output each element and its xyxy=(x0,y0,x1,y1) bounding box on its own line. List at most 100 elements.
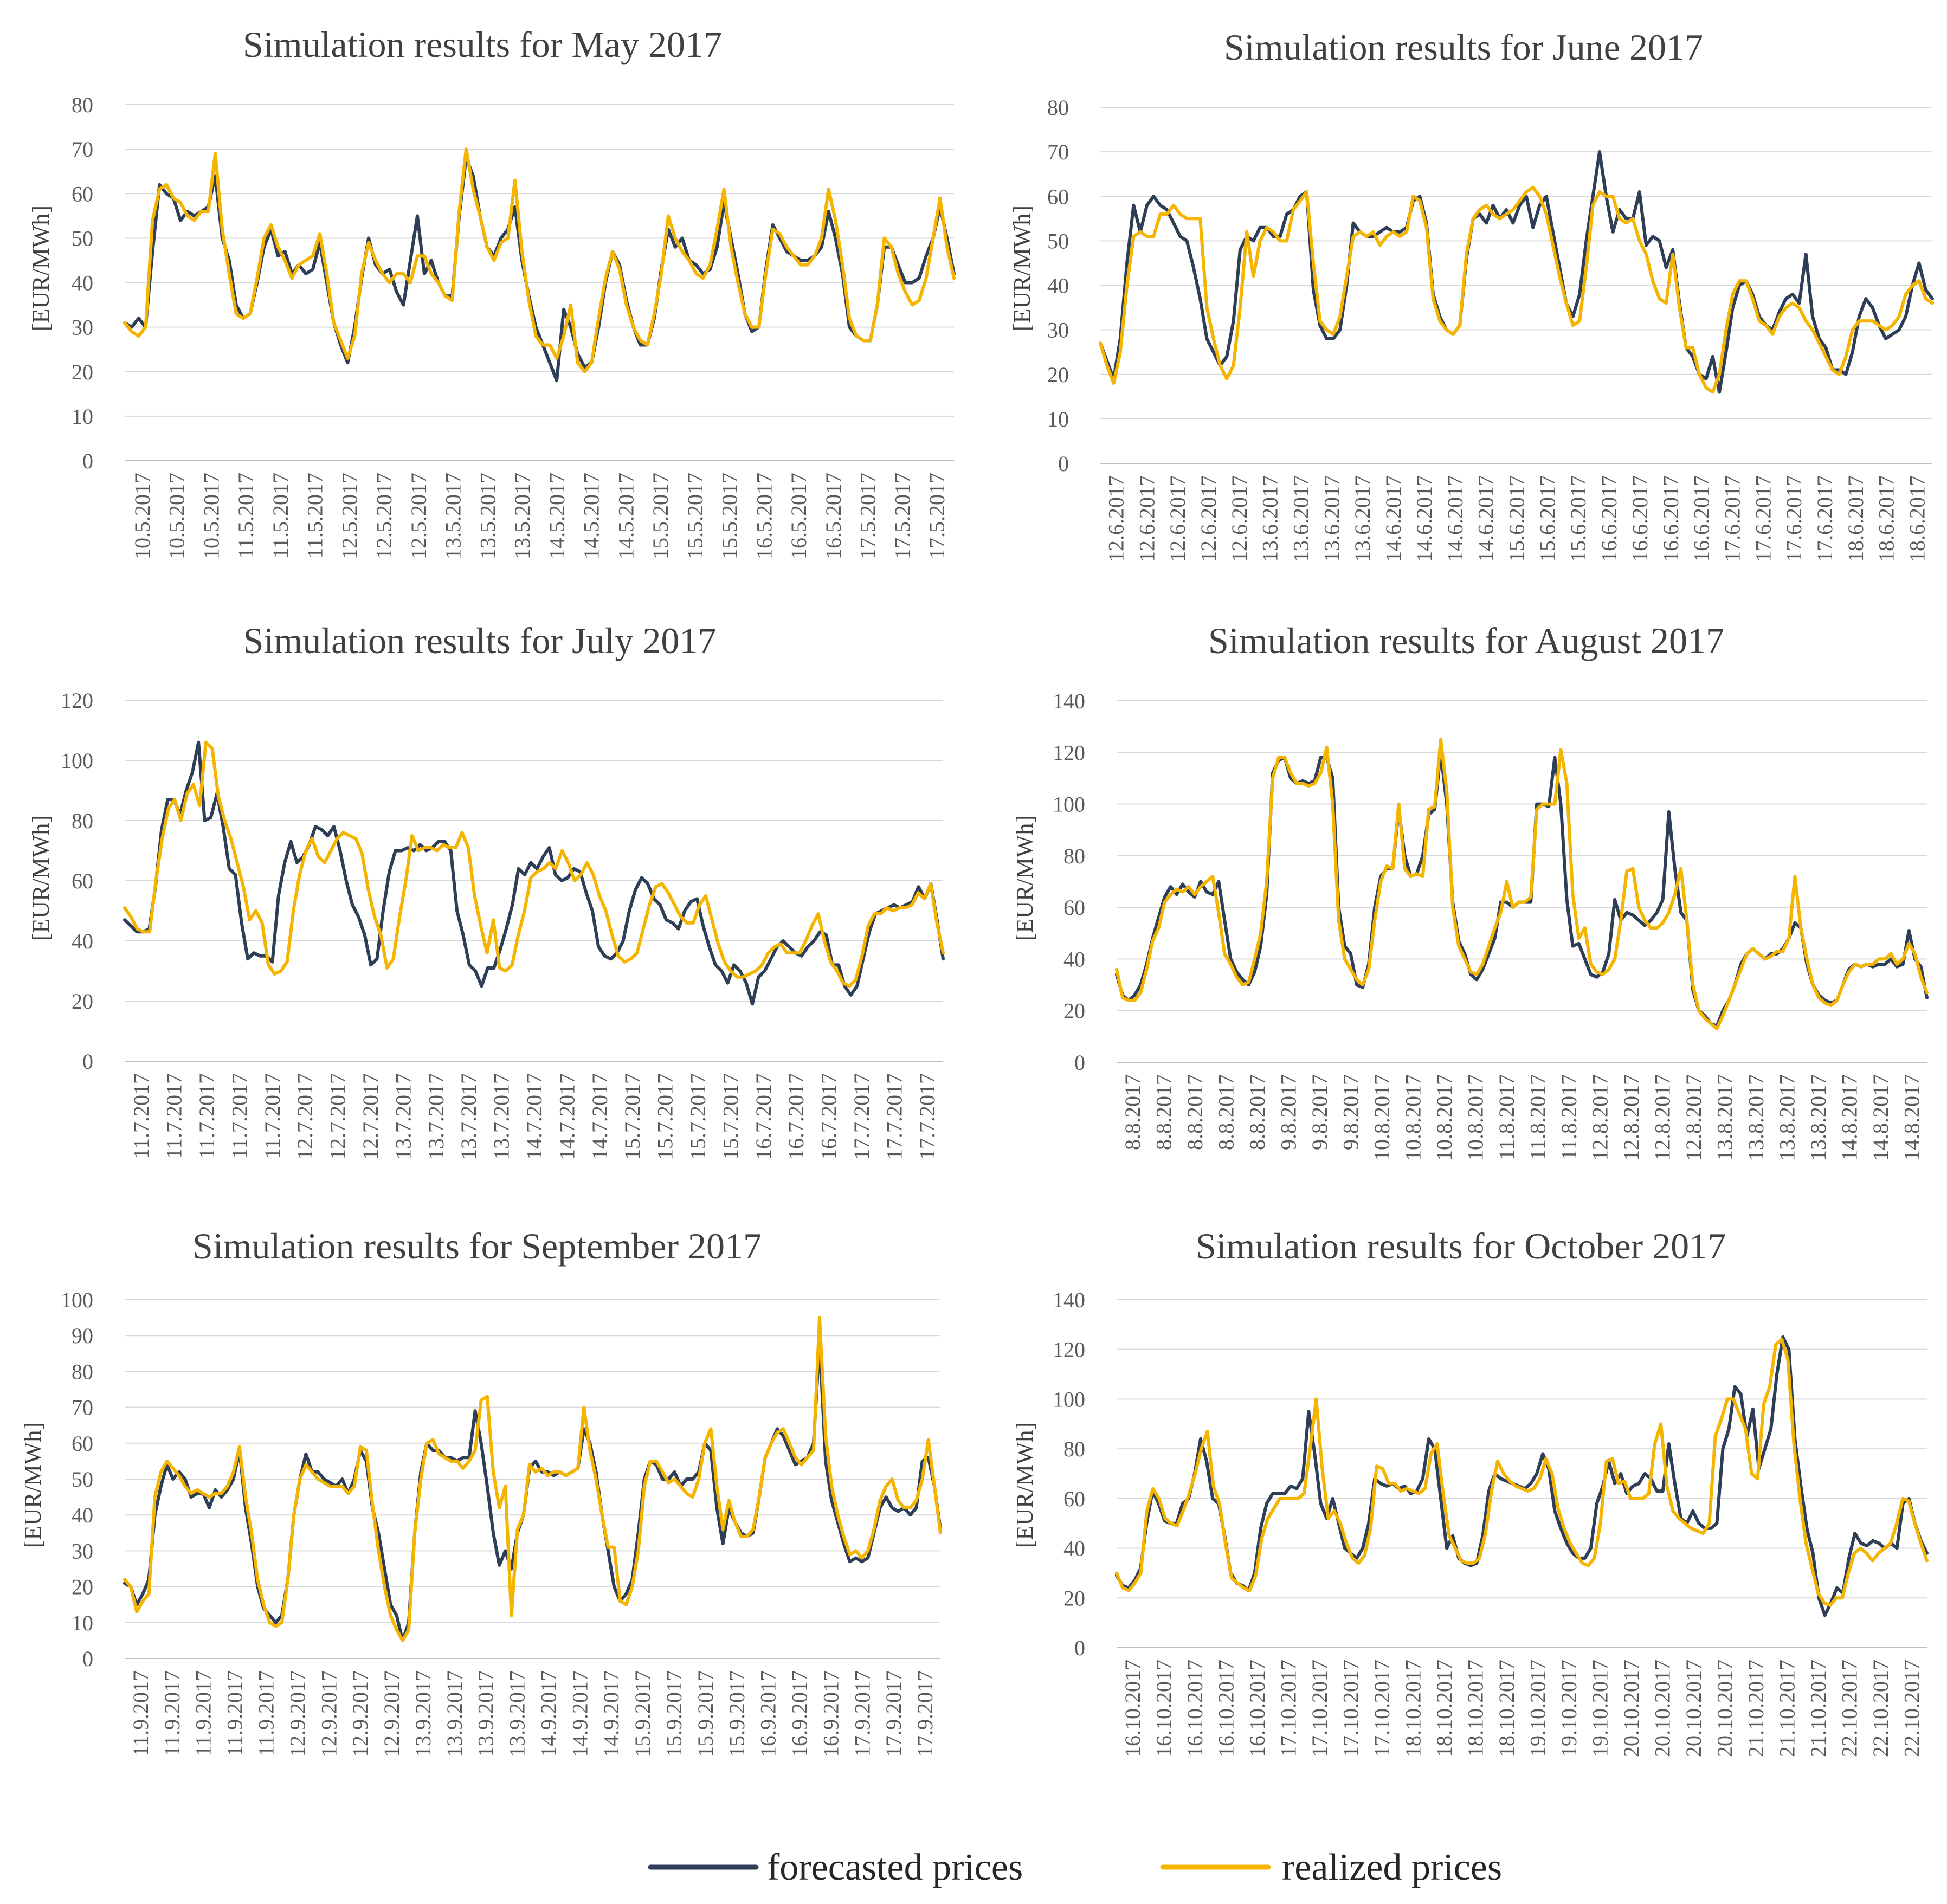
y-tick-label: 0 xyxy=(82,449,93,473)
series-line-forecasted xyxy=(123,740,945,1006)
x-tick-label: 13.7.2017 xyxy=(456,1073,481,1160)
x-tick-label: 15.7.2017 xyxy=(620,1073,644,1160)
x-tick-label: 14.9.2017 xyxy=(536,1670,560,1757)
x-tick-label: 17.7.2017 xyxy=(849,1073,874,1160)
y-tick-label: 20 xyxy=(72,1575,93,1599)
x-tick-label: 17.6.2017 xyxy=(1782,475,1806,562)
x-tick-label: 12.7.2017 xyxy=(358,1073,383,1160)
x-tick-label: 17.10.2017 xyxy=(1307,1660,1332,1757)
y-tick-label: 60 xyxy=(1047,184,1069,209)
y-tick-label: 0 xyxy=(1074,1636,1085,1660)
x-tick-label: 19.10.2017 xyxy=(1588,1660,1612,1757)
x-tick-label: 16.10.2017 xyxy=(1183,1660,1207,1757)
y-tick-label: 20 xyxy=(1063,999,1085,1023)
x-tick-label: 12.9.2017 xyxy=(348,1670,372,1757)
x-tick-label: 18.10.2017 xyxy=(1432,1660,1456,1757)
chart-title: Simulation results for July 2017 xyxy=(243,620,717,661)
x-tick-label: 13.8.2017 xyxy=(1806,1074,1830,1161)
x-tick-label: 14.7.2017 xyxy=(555,1073,579,1160)
x-tick-label: 13.6.2017 xyxy=(1350,475,1375,562)
x-tick-label: 18.6.2017 xyxy=(1905,475,1930,562)
x-tick-label: 12.6.2017 xyxy=(1227,475,1252,562)
x-tick-label: 16.7.2017 xyxy=(751,1073,776,1160)
y-axis-label: [EUR/MWh] xyxy=(20,1422,46,1548)
x-tick-label: 16.10.2017 xyxy=(1151,1660,1176,1757)
x-tick-label: 12.8.2017 xyxy=(1650,1074,1674,1161)
x-tick-label: 14.8.2017 xyxy=(1899,1074,1924,1161)
x-tick-label: 12.8.2017 xyxy=(1588,1074,1612,1161)
x-tick-label: 17.6.2017 xyxy=(1720,475,1744,562)
x-tick-label: 9.8.2017 xyxy=(1276,1074,1300,1150)
x-tick-label: 14.8.2017 xyxy=(1868,1074,1893,1161)
x-tick-label: 14.5.2017 xyxy=(614,473,638,559)
x-tick-label: 11.5.2017 xyxy=(234,473,258,559)
x-tick-label: 9.8.2017 xyxy=(1338,1074,1363,1150)
x-tick-label: 14.9.2017 xyxy=(599,1670,623,1757)
x-tick-label: 14.9.2017 xyxy=(568,1670,592,1757)
x-tick-label: 15.7.2017 xyxy=(718,1073,743,1160)
x-tick-label: 16.10.2017 xyxy=(1120,1660,1145,1757)
y-tick-label: 50 xyxy=(1047,229,1069,253)
chart-title: Simulation results for June 2017 xyxy=(1224,27,1703,68)
x-tick-label: 17.10.2017 xyxy=(1370,1660,1394,1757)
x-tick-label: 14.6.2017 xyxy=(1443,475,1467,562)
chart-title: Simulation results for August 2017 xyxy=(1208,620,1724,661)
x-tick-label: 11.8.2017 xyxy=(1557,1074,1581,1160)
x-tick-label: 15.7.2017 xyxy=(686,1073,710,1160)
series-line-realized xyxy=(1099,185,1934,394)
x-tick-label: 21.10.2017 xyxy=(1806,1660,1830,1757)
chart-october-2017: Simulation results for October 2017 [EUR… xyxy=(1011,1225,1929,1757)
x-tick-label: 14.6.2017 xyxy=(1412,475,1436,562)
y-tick-label: 70 xyxy=(72,137,93,162)
x-tick-label: 16.6.2017 xyxy=(1659,475,1683,562)
x-tick-label: 8.8.2017 xyxy=(1151,1074,1176,1150)
x-tick-label: 15.9.2017 xyxy=(630,1670,655,1757)
x-tick-label: 10.8.2017 xyxy=(1370,1074,1394,1161)
y-tick-label: 20 xyxy=(72,989,93,1014)
x-tick-label: 17.9.2017 xyxy=(850,1670,874,1757)
x-tick-label: 22.10.2017 xyxy=(1899,1660,1924,1757)
x-tick-label: 17.6.2017 xyxy=(1751,475,1775,562)
x-tick-label: 15.6.2017 xyxy=(1505,475,1529,562)
y-tick-label: 60 xyxy=(1063,1487,1085,1511)
x-tick-label: 15.6.2017 xyxy=(1535,475,1559,562)
y-tick-label: 80 xyxy=(1047,95,1069,120)
x-tick-label: 19.10.2017 xyxy=(1525,1660,1550,1757)
x-tick-label: 19.10.2017 xyxy=(1557,1660,1581,1757)
x-tick-label: 12.8.2017 xyxy=(1619,1074,1643,1161)
x-tick-label: 13.8.2017 xyxy=(1775,1074,1799,1161)
chart-title: Simulation results for May 2017 xyxy=(243,24,722,65)
x-tick-label: 15.7.2017 xyxy=(653,1073,678,1160)
x-tick-label: 16.6.2017 xyxy=(1690,475,1714,562)
x-tick-label: 15.9.2017 xyxy=(725,1670,749,1757)
x-tick-label: 16.5.2017 xyxy=(786,473,811,559)
x-tick-label: 12.9.2017 xyxy=(379,1670,404,1757)
series-line-forecasted xyxy=(1099,150,1934,394)
y-tick-label: 30 xyxy=(72,1539,93,1563)
x-tick-label: 17.6.2017 xyxy=(1813,475,1837,562)
y-tick-label: 20 xyxy=(1047,363,1069,387)
x-tick-label: 14.8.2017 xyxy=(1837,1074,1861,1161)
x-tick-label: 10.5.2017 xyxy=(130,473,154,559)
y-tick-label: 10 xyxy=(72,404,93,429)
x-tick-label: 13.8.2017 xyxy=(1712,1074,1737,1161)
x-tick-label: 17.9.2017 xyxy=(913,1670,937,1757)
x-tick-label: 22.10.2017 xyxy=(1837,1660,1861,1757)
y-axis-label: [EUR/MWh] xyxy=(1011,815,1038,941)
legend: forecasted prices realized prices xyxy=(648,1847,1502,1888)
y-tick-label: 80 xyxy=(72,93,93,117)
y-tick-label: 20 xyxy=(72,360,93,384)
x-tick-label: 16.9.2017 xyxy=(818,1670,843,1757)
x-tick-label: 13.5.2017 xyxy=(510,473,534,559)
x-tick-label: 16.6.2017 xyxy=(1628,475,1652,562)
x-tick-label: 11.9.2017 xyxy=(160,1670,184,1757)
y-tick-label: 70 xyxy=(1047,140,1069,164)
x-tick-label: 15.5.2017 xyxy=(648,473,673,559)
x-tick-label: 17.5.2017 xyxy=(925,473,949,559)
x-tick-label: 13.5.2017 xyxy=(441,473,466,559)
y-tick-label: 60 xyxy=(1063,895,1085,920)
x-tick-label: 11.7.2017 xyxy=(129,1073,153,1159)
x-tick-label: 13.9.2017 xyxy=(411,1670,435,1757)
x-tick-label: 15.6.2017 xyxy=(1566,475,1590,562)
y-tick-label: 100 xyxy=(61,748,93,773)
